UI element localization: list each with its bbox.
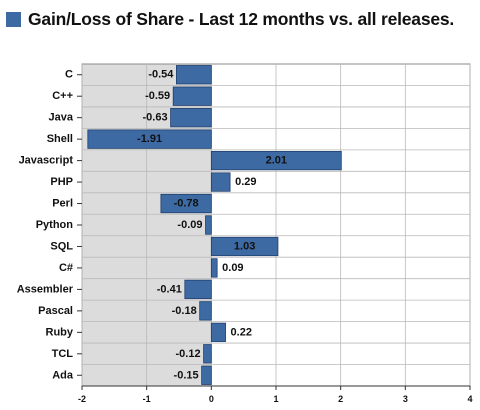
category-label: C xyxy=(65,69,73,81)
category-label: C# xyxy=(59,262,73,274)
bar xyxy=(172,86,212,106)
bar xyxy=(210,172,231,192)
category-label: Assembler xyxy=(17,283,74,295)
data-label: -0.41 xyxy=(157,283,182,295)
category-labels: C C++ Java Shell Javascript PHP Perl Python SQL C… xyxy=(17,69,82,381)
data-label: 2.01 xyxy=(266,155,287,167)
bar xyxy=(170,108,212,128)
data-label: 1.03 xyxy=(234,240,255,252)
data-label: 0.09 xyxy=(222,262,243,274)
chart-title-text: Gain/Loss of Share - Last 12 months vs. … xyxy=(28,8,455,29)
category-label: C++ xyxy=(52,90,73,102)
data-label: -1.91 xyxy=(137,133,162,145)
x-tick-label: 0 xyxy=(209,394,214,404)
x-tick-label: 2 xyxy=(338,394,343,404)
title-swatch-icon xyxy=(6,11,21,27)
data-label: -0.12 xyxy=(175,348,200,360)
chart-title: Gain/Loss of Share - Last 12 months vs. … xyxy=(6,6,454,32)
bar xyxy=(210,236,279,257)
category-label: PHP xyxy=(50,176,73,188)
category-label: SQL xyxy=(50,240,73,252)
x-axis-ticks: -2 -1 0 1 2 3 4 xyxy=(78,386,473,404)
category-label: Python xyxy=(36,219,74,231)
data-label: -0.59 xyxy=(145,90,170,102)
data-label: -0.63 xyxy=(143,112,168,124)
bars xyxy=(87,65,342,385)
category-label: Ada xyxy=(52,369,74,381)
x-tick-label: 3 xyxy=(403,394,408,404)
data-label: 0.29 xyxy=(235,176,256,188)
bar xyxy=(210,322,226,342)
x-tick-label: 4 xyxy=(467,394,472,404)
x-tick-label: -1 xyxy=(143,394,151,404)
category-label: Shell xyxy=(47,133,73,145)
data-label: 0.22 xyxy=(231,326,252,338)
data-label: -0.54 xyxy=(148,69,174,81)
bar xyxy=(199,301,212,321)
category-label: Pascal xyxy=(38,305,73,317)
category-label: Javascript xyxy=(19,155,74,167)
bar xyxy=(203,344,212,364)
category-label: Ruby xyxy=(46,326,74,338)
data-label: -0.18 xyxy=(172,305,197,317)
x-tick-label: -2 xyxy=(78,394,86,404)
bar xyxy=(87,129,212,149)
bar xyxy=(184,279,212,300)
bar xyxy=(201,365,212,385)
value-labels: -0.54 -0.59 -0.63 -1.91 2.01 0.29 -0.78 -0.09 1.… xyxy=(137,69,287,382)
data-label: -0.15 xyxy=(174,369,199,381)
bar xyxy=(160,193,212,214)
bar xyxy=(210,150,342,171)
bar xyxy=(210,258,218,278)
data-label: -0.78 xyxy=(174,198,199,210)
category-label: TCL xyxy=(52,348,74,360)
category-label: Perl xyxy=(52,198,73,210)
grid-lines xyxy=(81,64,471,387)
category-label: Java xyxy=(49,112,74,124)
data-label: -0.09 xyxy=(177,219,202,231)
bar xyxy=(176,65,212,85)
x-tick-label: 1 xyxy=(273,394,278,404)
bar xyxy=(205,215,212,235)
